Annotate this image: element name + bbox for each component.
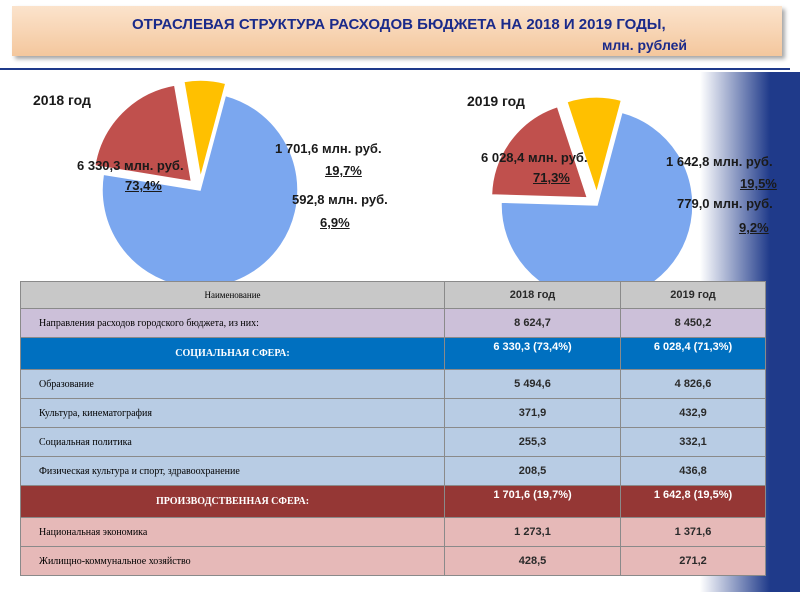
row-value-2018: 371,9 [444,398,621,428]
table-row: Образование 5 494,6 4 826,6 [20,369,766,399]
data-label-amount-social-2019: 6 028,4 млн. руб. [481,150,588,165]
row-value-2018: 255,3 [444,427,621,457]
budget-structure-table: Наименование 2018 год 2019 год Направлен… [20,281,766,576]
pie-title-2019: 2019 год [467,93,525,109]
data-label-percent-production-2019: 19,5% [740,176,777,191]
table-row: Культура, кинематография 371,9 432,9 [20,398,766,428]
row-value-2018: 1 273,1 [444,517,621,547]
page-subtitle-units: млн. рублей [602,37,688,53]
title-banner: ОТРАСЛЕВАЯ СТРУКТУРА РАСХОДОВ БЮДЖЕТА НА… [12,6,782,56]
data-label-amount-production-2019: 1 642,8 млн. руб. [666,154,773,169]
table-row: Социальная политика 255,3 332,1 [20,427,766,457]
column-header-2019: 2019 год [620,281,766,309]
table-row: Национальная экономика 1 273,1 1 371,6 [20,517,766,547]
table-row-social-sphere: СОЦИАЛЬНАЯ СФЕРА: 6 330,3 (73,4%) 6 028,… [20,337,766,370]
pie-chart-2018 [93,79,299,289]
data-label-percent-production-2018: 19,7% [325,163,362,178]
row-value-2018: 6 330,3 (73,4%) [444,337,621,370]
data-label-amount-social-2018: 6 330,3 млн. руб. [77,158,184,173]
table-row: Физическая культура и спорт, здравоохран… [20,456,766,486]
pie-slice-social-2018 [101,94,299,289]
table-row-total: Направления расходов городского бюджета,… [20,308,766,338]
pie-chart-2019 [490,96,694,302]
row-name: Культура, кинематография [20,398,445,428]
row-value-2018: 1 701,6 (19,7%) [444,485,621,518]
table-header-row: Наименование 2018 год 2019 год [20,281,766,309]
page-title: ОТРАСЛЕВАЯ СТРУКТУРА РАСХОДОВ БЮДЖЕТА НА… [132,16,666,33]
data-label-amount-production-2018: 1 701,6 млн. руб. [275,141,382,156]
row-value-2018: 208,5 [444,456,621,486]
data-label-percent-social-2018: 73,4% [125,178,162,193]
row-name: Национальная экономика [20,517,445,547]
row-value-2019: 4 826,6 [620,369,766,399]
row-name: ПРОИЗВОДСТВЕННАЯ СФЕРА: [20,485,445,518]
pie-title-2018: 2018 год [33,92,91,108]
data-label-percent-other-2019: 9,2% [739,220,769,235]
row-value-2019: 432,9 [620,398,766,428]
table-row: Жилищно-коммунальное хозяйство 428,5 271… [20,546,766,576]
row-value-2019: 332,1 [620,427,766,457]
data-label-percent-other-2018: 6,9% [320,215,350,230]
row-value-2019: 8 450,2 [620,308,766,338]
row-value-2019: 1 642,8 (19,5%) [620,485,766,518]
row-value-2019: 436,8 [620,456,766,486]
header-rule [0,68,790,70]
row-name: Образование [20,369,445,399]
data-label-percent-social-2019: 71,3% [533,170,570,185]
row-name: Физическая культура и спорт, здравоохран… [20,456,445,486]
row-value-2019: 271,2 [620,546,766,576]
pie-slice-other-2018 [182,79,227,179]
row-value-2018: 5 494,6 [444,369,621,399]
pie-slice-other-2019 [565,96,623,196]
row-value-2019: 6 028,4 (71,3%) [620,337,766,370]
row-name: Жилищно-коммунальное хозяйство [20,546,445,576]
row-value-2018: 8 624,7 [444,308,621,338]
table-row-production-sphere: ПРОИЗВОДСТВЕННАЯ СФЕРА: 1 701,6 (19,7%) … [20,485,766,518]
row-name: Направления расходов городского бюджета,… [20,308,445,338]
row-value-2019: 1 371,6 [620,517,766,547]
row-name: СОЦИАЛЬНАЯ СФЕРА: [20,337,445,370]
pie-slice-production-2019 [490,105,589,199]
column-header-2018: 2018 год [444,281,621,309]
row-name: Социальная политика [20,427,445,457]
row-value-2018: 428,5 [444,546,621,576]
data-label-amount-other-2018: 592,8 млн. руб. [292,192,388,207]
column-header-name: Наименование [20,281,445,309]
pie-slice-production-2018 [93,84,193,183]
data-label-amount-other-2019: 779,0 млн. руб. [677,196,773,211]
